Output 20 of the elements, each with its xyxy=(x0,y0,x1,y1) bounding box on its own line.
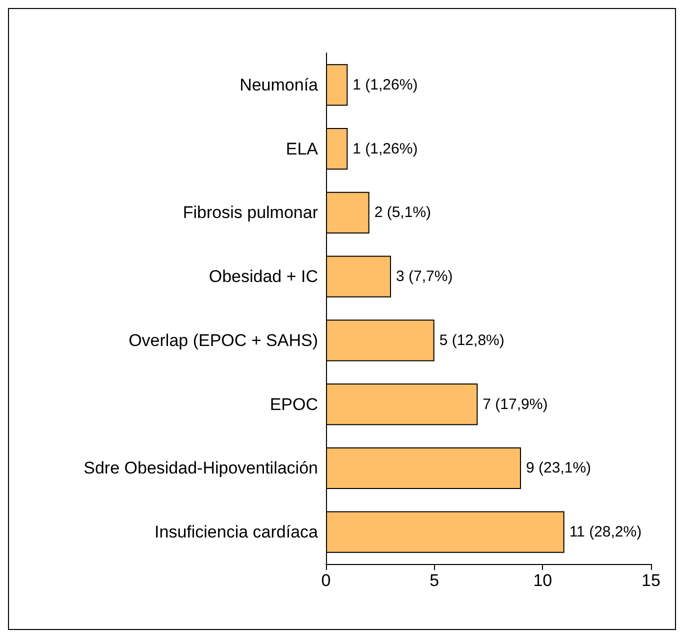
y-tick-label: ELA xyxy=(286,139,319,158)
y-tick-label: EPOC xyxy=(270,394,318,414)
data-label: 2 (5,1%) xyxy=(374,204,432,222)
y-tick-label: Sdre Obesidad-Hipoventilación xyxy=(84,458,318,478)
data-label: 1 (1,26%) xyxy=(352,140,418,158)
data-label: 5 (12,8%) xyxy=(439,332,504,349)
x-tick-label: 10 xyxy=(533,571,552,590)
data-label: 1 (1,26%) xyxy=(352,76,418,94)
data-label: 11 (28,2%) xyxy=(569,524,642,541)
x-tick-label: 15 xyxy=(642,571,660,590)
data-label: 9 (23,1%) xyxy=(526,460,592,477)
y-tick-label: Obesidad + IC xyxy=(208,267,318,286)
y-tick-label: Neumonía xyxy=(240,75,319,94)
y-tick-label: Fibrosis pulmonar xyxy=(182,203,318,222)
x-tick-label: 0 xyxy=(321,571,331,590)
y-tick-label: Insuficiencia cardíaca xyxy=(154,522,319,542)
data-label: 3 (7,7%) xyxy=(396,268,453,286)
x-tick-label: 5 xyxy=(430,571,440,590)
y-tick-label: Overlap (EPOC + SAHS) xyxy=(128,330,318,350)
data-label: 7 (17,9%) xyxy=(482,396,548,413)
